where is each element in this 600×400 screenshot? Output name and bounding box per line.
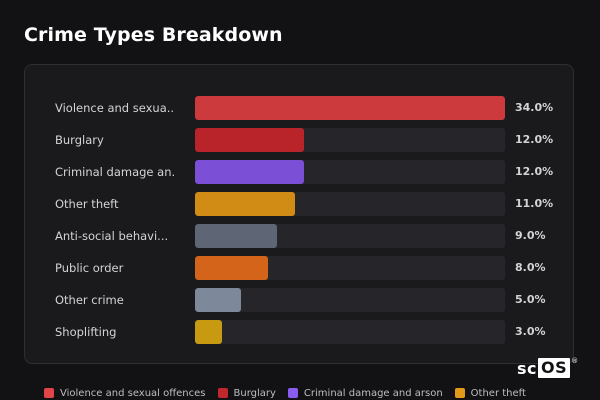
- row-label: Public order: [55, 261, 124, 275]
- row-label: Criminal damage an...: [55, 165, 175, 179]
- bar-track: [195, 128, 505, 152]
- legend-label: Other theft: [470, 387, 526, 399]
- logo-registered-mark: ®: [571, 357, 579, 365]
- bar: [195, 96, 505, 120]
- bar-value-label: 34.0%: [515, 101, 554, 114]
- bar-value-label: 9.0%: [515, 229, 546, 242]
- legend-label: Criminal damage and arson: [303, 387, 443, 399]
- legend-swatch: [44, 388, 54, 398]
- legend-swatch: [287, 388, 298, 398]
- page-title: Crime Types Breakdown: [24, 24, 283, 46]
- chart-row: Violence and sexua... 34.0%: [25, 96, 575, 120]
- chart-row: Burglary 12.0%: [25, 128, 575, 152]
- bar-track: [195, 96, 505, 120]
- chart-row: Other theft 11.0%: [25, 192, 575, 216]
- bar: [195, 192, 296, 216]
- bar: [195, 288, 241, 312]
- bar: [195, 256, 268, 280]
- bar-value-label: 11.0%: [515, 197, 554, 210]
- row-label: Violence and sexua...: [55, 101, 175, 115]
- bar: [195, 160, 305, 184]
- chart-row: Shoplifting 3.0%: [25, 320, 575, 344]
- legend-label: Violence and sexual offences: [60, 387, 206, 399]
- legend-item: Criminal damage and arson: [287, 387, 443, 399]
- bar-track: [195, 160, 505, 184]
- bar-track: [195, 256, 505, 280]
- bar-value-label: 12.0%: [515, 133, 554, 146]
- legend-swatch: [454, 388, 465, 398]
- bar: [195, 224, 278, 248]
- row-label: Burglary: [55, 133, 104, 147]
- bar-value-label: 12.0%: [515, 165, 554, 178]
- bar-track: [195, 224, 505, 248]
- row-label: Anti-social behavi...: [55, 229, 169, 243]
- logo-suffix: OS: [538, 358, 571, 378]
- bar-track: [195, 192, 505, 216]
- row-label: Other theft: [55, 197, 119, 211]
- bar-track: [195, 320, 505, 344]
- bar-value-label: 3.0%: [515, 325, 546, 338]
- chart-row: Anti-social behavi... 9.0%: [25, 224, 575, 248]
- chart-row: Criminal damage an... 12.0%: [25, 160, 575, 184]
- legend-label: Burglary: [233, 387, 276, 399]
- logo-prefix: sc: [517, 358, 538, 378]
- legend-item: Violence and sexual offences: [44, 388, 206, 399]
- chart-row: Public order 8.0%: [25, 256, 575, 280]
- chart-legend: Violence and sexual offences Burglary Crim…: [44, 386, 526, 400]
- brand-logo: sc OS ®: [517, 357, 579, 379]
- legend-swatch: [217, 388, 228, 398]
- bar: [195, 128, 305, 152]
- bar-value-label: 5.0%: [515, 293, 546, 306]
- chart-panel: Violence and sexua... 34.0% Burglary 12.0% C…: [24, 64, 574, 364]
- legend-item: Burglary: [217, 387, 276, 399]
- bar-value-label: 8.0%: [515, 261, 546, 274]
- bar-track: [195, 288, 505, 312]
- row-label: Other crime: [55, 293, 124, 307]
- bar: [195, 320, 223, 344]
- legend-item: Other theft: [454, 387, 526, 399]
- chart-row: Other crime 5.0%: [25, 288, 575, 312]
- row-label: Shoplifting: [55, 325, 117, 339]
